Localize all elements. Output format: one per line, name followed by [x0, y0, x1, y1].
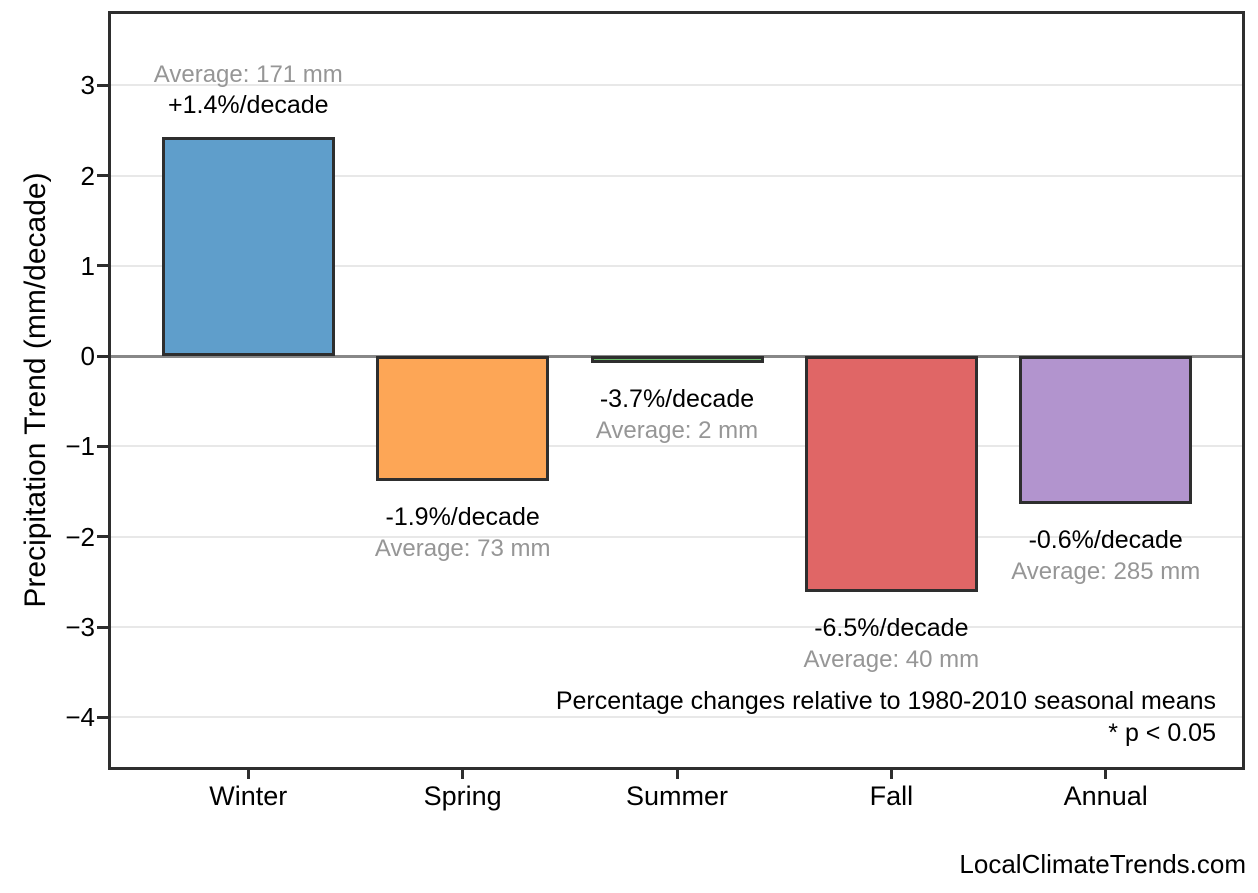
- x-tick-mark: [461, 767, 465, 779]
- x-tick-mark: [889, 767, 893, 779]
- percent-label: -0.6%/decade: [1028, 526, 1183, 555]
- percent-label: +1.4%/decade: [168, 90, 329, 119]
- gridline: [111, 264, 1242, 267]
- x-tick-mark: [675, 767, 679, 779]
- bar-annotation-summer: -3.7%/decade Average: 2 mm: [467, 384, 887, 446]
- y-tick-label: 2: [80, 160, 95, 191]
- average-label: Average: 40 mm: [803, 645, 980, 673]
- y-tick-mark: [97, 444, 111, 448]
- y-tick-label: 0: [80, 341, 95, 372]
- gridline: [111, 174, 1242, 177]
- gridline: [111, 535, 1242, 538]
- bar-annotation-fall: -6.5%/decade Average: 40 mm: [681, 613, 1101, 675]
- y-tick-label: 3: [80, 70, 95, 101]
- y-tick-label: −1: [65, 431, 95, 462]
- bar-spring: [376, 356, 550, 481]
- gridline: [111, 716, 1242, 719]
- y-tick-label: −3: [65, 612, 95, 643]
- bar-annotation-winter: Average: 171 mm +1.4%/decade: [38, 59, 458, 121]
- y-tick-mark: [97, 174, 111, 178]
- watermark-text: LocalClimateTrends.com: [959, 849, 1246, 879]
- percent-label: -3.7%/decade: [599, 385, 755, 414]
- bar-annual: [1019, 356, 1193, 505]
- bar-annotation-annual: -0.6%/decade Average: 285 mm: [896, 525, 1258, 587]
- y-tick-mark: [97, 83, 111, 87]
- y-tick-mark: [97, 354, 111, 358]
- x-tick-label-spring: Spring: [423, 781, 502, 811]
- y-tick-label: −2: [65, 521, 95, 552]
- average-label: Average: 73 mm: [374, 534, 551, 562]
- percent-label: -1.9%/decade: [385, 502, 540, 531]
- average-label: Average: 285 mm: [1011, 558, 1201, 586]
- x-tick-mark: [1104, 767, 1108, 779]
- average-label: Average: 171 mm: [153, 60, 343, 88]
- y-tick-mark: [97, 715, 111, 719]
- plot-area: Average: 171 mm +1.4%/decade -1.9%/decade A…: [111, 14, 1242, 767]
- x-tick-label-summer: Summer: [625, 781, 728, 811]
- bar-winter: [161, 136, 335, 357]
- note-significance: * p < 0.05: [1108, 719, 1216, 747]
- bar-annotation-spring: -1.9%/decade Average: 73 mm: [253, 502, 673, 564]
- x-tick-label-fall: Fall: [869, 781, 914, 811]
- gridline: [111, 626, 1242, 629]
- bar-summer: [590, 356, 764, 364]
- note-percent-basis: Percentage changes relative to 1980-2010…: [555, 687, 1216, 715]
- y-tick-label: 1: [80, 250, 95, 281]
- y-tick-mark: [97, 535, 111, 539]
- x-tick-label-annual: Annual: [1063, 781, 1148, 811]
- gridline: [111, 84, 1242, 87]
- bar-fall: [804, 356, 978, 592]
- gridline: [111, 445, 1242, 448]
- average-label: Average: 2 mm: [595, 417, 759, 445]
- x-tick-mark: [246, 767, 250, 779]
- y-tick-label: −4: [65, 702, 95, 733]
- percent-label: -6.5%/decade: [814, 613, 969, 642]
- x-tick-label-winter: Winter: [209, 781, 288, 811]
- y-tick-mark: [97, 264, 111, 268]
- y-tick-mark: [97, 625, 111, 629]
